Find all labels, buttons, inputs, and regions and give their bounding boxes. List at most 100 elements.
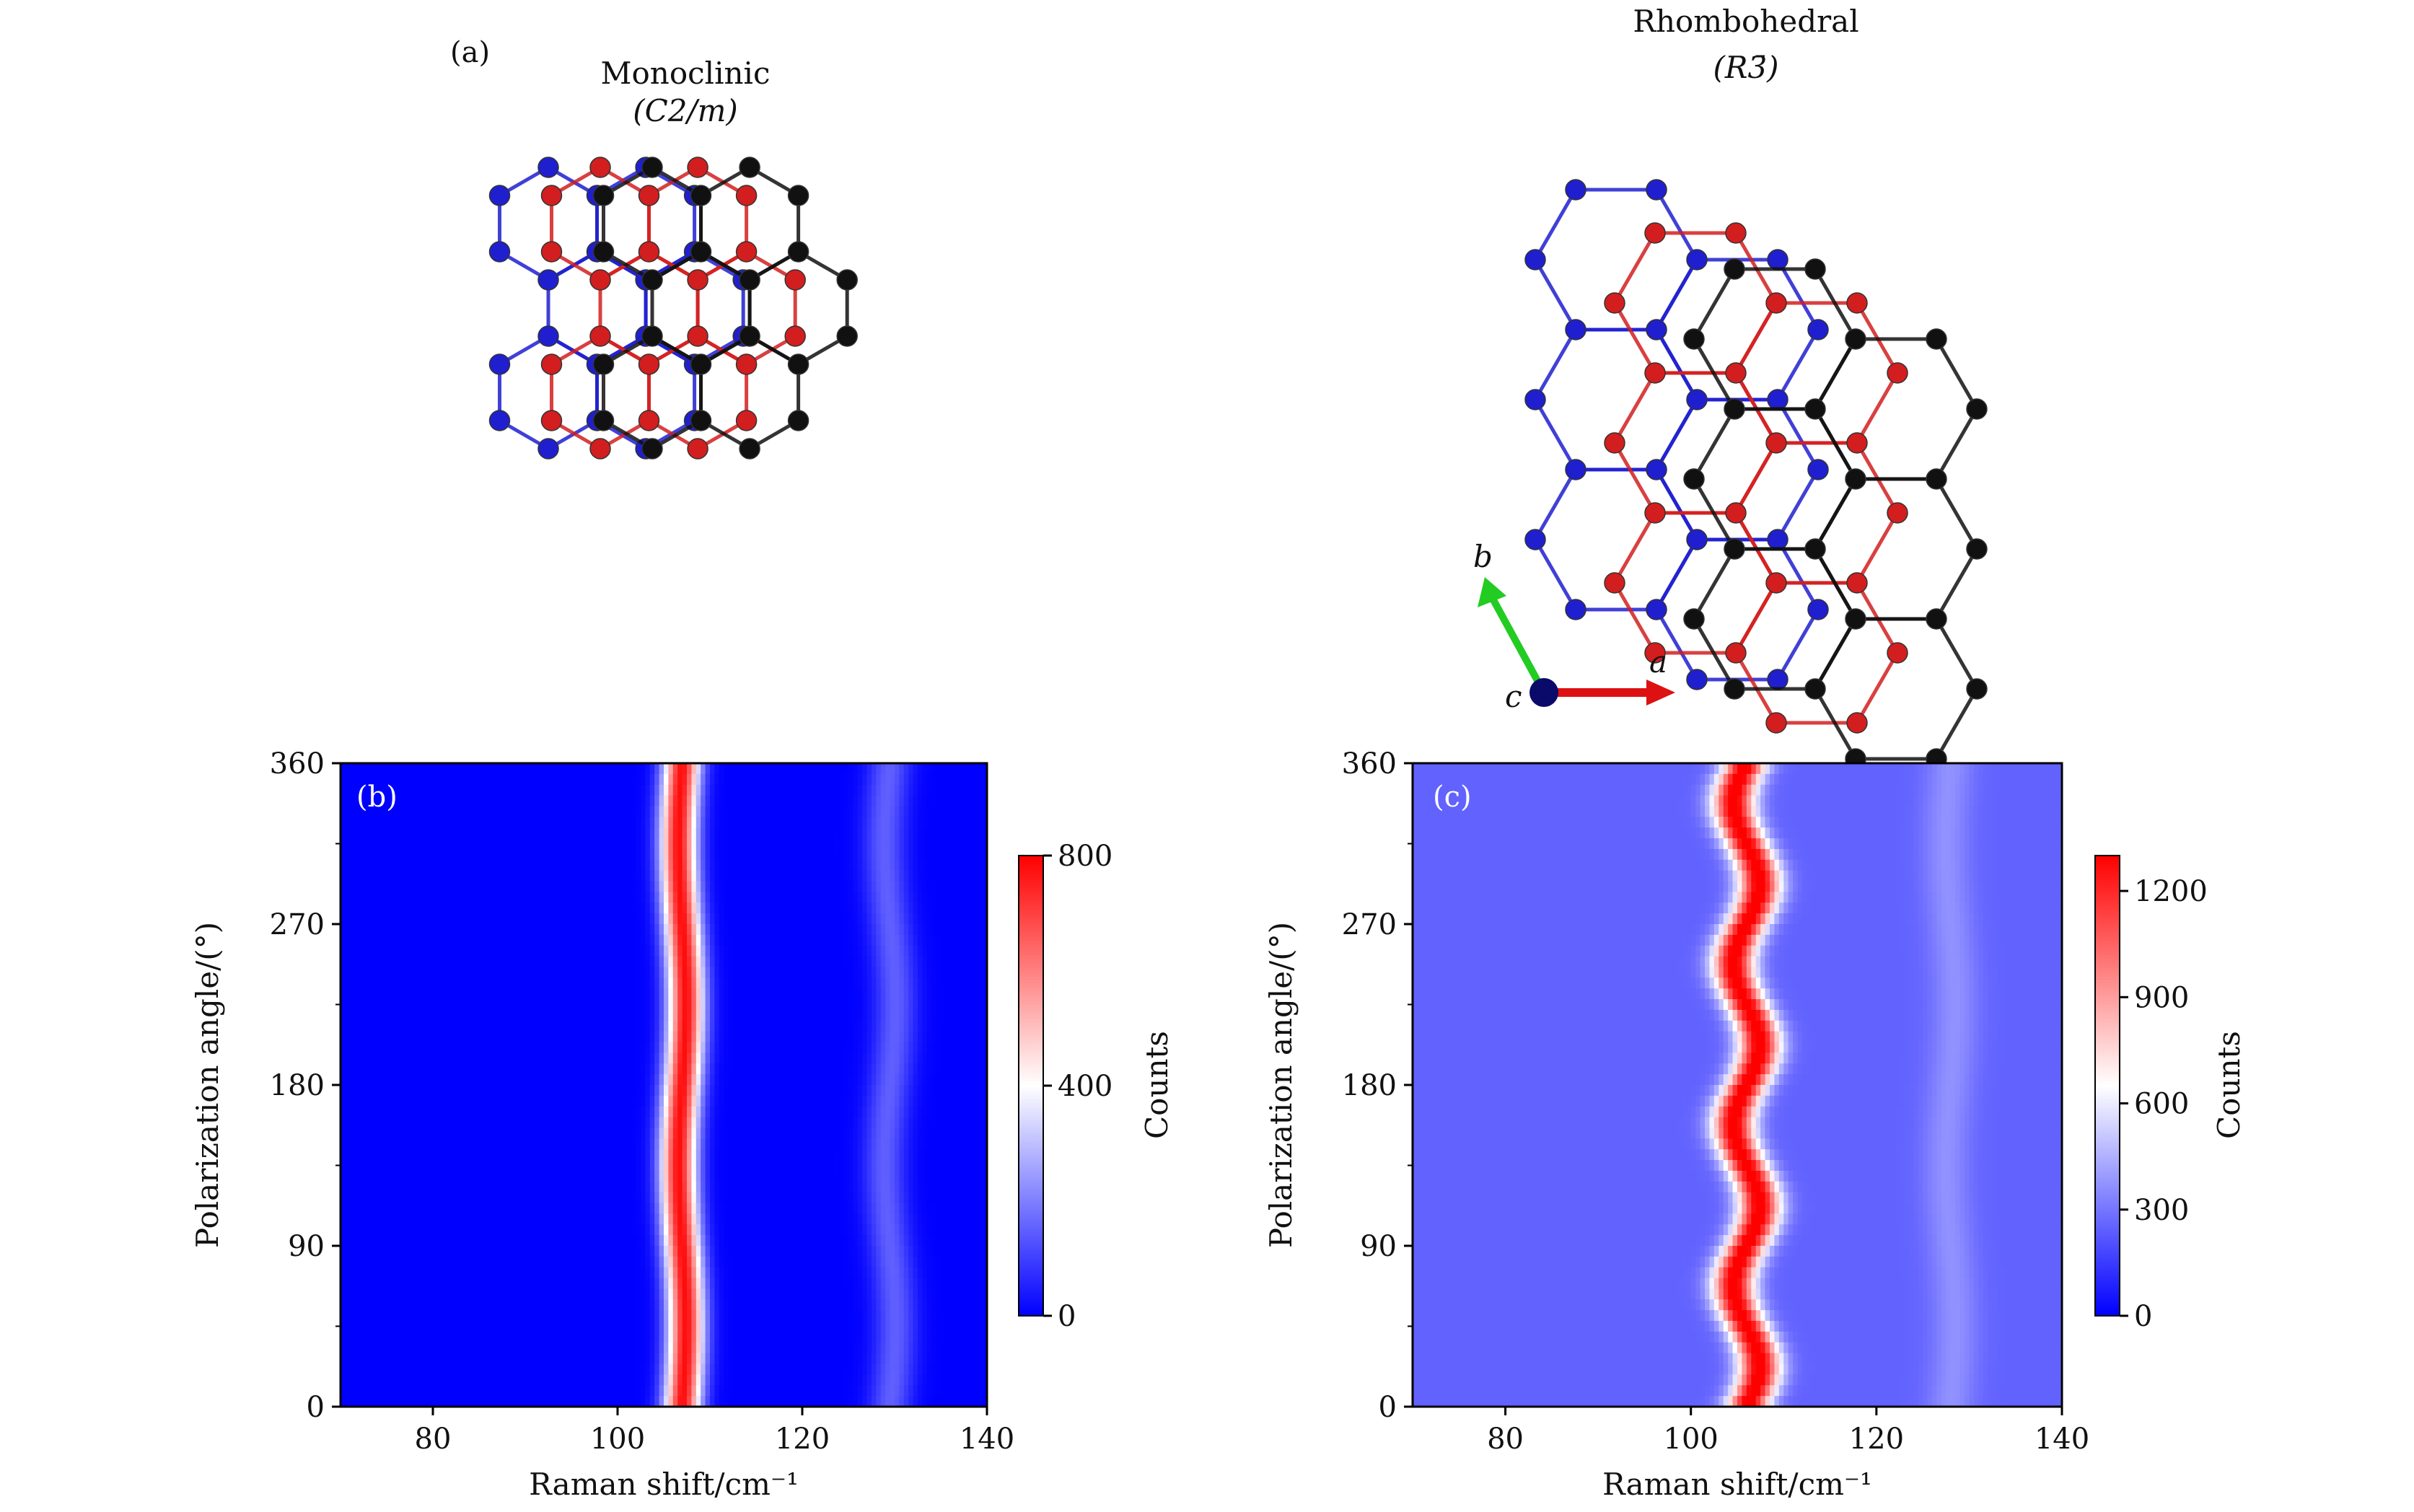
heatmap-cell bbox=[571, 902, 576, 914]
atom bbox=[1926, 608, 1947, 630]
heatmap-cell bbox=[603, 763, 609, 775]
heatmap-cell bbox=[872, 999, 877, 1011]
heatmap-cell bbox=[687, 859, 692, 871]
heatmap-cell bbox=[756, 1074, 761, 1086]
heatmap-cell bbox=[760, 806, 766, 817]
heatmap-cell bbox=[816, 934, 822, 946]
heatmap-cell bbox=[903, 892, 909, 903]
atom bbox=[1845, 328, 1866, 350]
heatmap-cell bbox=[834, 795, 840, 807]
heatmap-cell bbox=[483, 945, 489, 957]
heatmap-cell bbox=[470, 859, 475, 871]
heatmap-cell bbox=[566, 859, 572, 871]
heatmap-cell bbox=[751, 967, 757, 978]
heatmap-cell bbox=[774, 859, 780, 871]
heatmap-cell bbox=[557, 1095, 563, 1107]
heatmap-cell bbox=[433, 934, 438, 946]
heatmap-cell bbox=[368, 1063, 374, 1075]
heatmap-cell bbox=[631, 892, 637, 903]
heatmap-cell bbox=[926, 1009, 932, 1021]
heatmap-cell bbox=[520, 881, 526, 892]
bond bbox=[1654, 188, 1699, 261]
heatmap-cell bbox=[474, 763, 480, 775]
heatmap-cell bbox=[968, 827, 974, 839]
heatmap-cell bbox=[918, 902, 923, 914]
heatmap-cell bbox=[649, 977, 655, 989]
atom bbox=[735, 185, 758, 206]
heatmap-cell bbox=[493, 1020, 499, 1032]
heatmap-cell bbox=[585, 1042, 591, 1053]
heatmap-cell bbox=[866, 1009, 872, 1021]
heatmap-cell bbox=[649, 999, 655, 1011]
heatmap-cell bbox=[848, 838, 853, 850]
heatmap-cell bbox=[765, 848, 771, 861]
heatmap-cell bbox=[645, 881, 651, 892]
heatmap-cell bbox=[543, 924, 549, 936]
heatmap-cell bbox=[437, 902, 443, 914]
heatmap-cell bbox=[765, 956, 771, 968]
heatmap-cell bbox=[483, 859, 489, 871]
heatmap-cell bbox=[853, 1106, 859, 1118]
heatmap-cell bbox=[737, 1042, 743, 1053]
heatmap-cell bbox=[830, 1074, 835, 1086]
heatmap-cell bbox=[765, 1085, 771, 1096]
heatmap-cell bbox=[599, 945, 605, 957]
heatmap-cell bbox=[618, 1063, 623, 1075]
heatmap-cell bbox=[451, 1042, 457, 1053]
heatmap-cell bbox=[405, 848, 411, 861]
heatmap-cell bbox=[913, 945, 918, 957]
heatmap-cell bbox=[562, 881, 568, 892]
heatmap-cell bbox=[368, 795, 374, 807]
heatmap-cell bbox=[737, 859, 743, 871]
heatmap-cell bbox=[341, 838, 346, 850]
heatmap-cell bbox=[345, 924, 351, 936]
heatmap-cell bbox=[714, 913, 720, 925]
heatmap-cell bbox=[354, 945, 360, 957]
heatmap-cell bbox=[872, 817, 877, 828]
heatmap-cell bbox=[691, 784, 697, 796]
heatmap-cell bbox=[724, 945, 729, 957]
heatmap-cell bbox=[982, 945, 988, 957]
heatmap-cell bbox=[834, 1085, 840, 1096]
heatmap-cell bbox=[945, 1042, 951, 1053]
heatmap-cell bbox=[405, 1074, 411, 1086]
heatmap-cell bbox=[949, 1063, 955, 1075]
heatmap-cell bbox=[899, 977, 905, 989]
heatmap-cell bbox=[926, 817, 932, 828]
heatmap-cell bbox=[677, 848, 683, 861]
heatmap-cell bbox=[857, 817, 863, 828]
heatmap-cell bbox=[788, 924, 794, 936]
heatmap-cell bbox=[770, 817, 776, 828]
heatmap-cell bbox=[433, 1063, 438, 1075]
heatmap-cell bbox=[784, 1085, 789, 1096]
heatmap-cell bbox=[737, 795, 743, 807]
heatmap-cell bbox=[631, 956, 637, 968]
heatmap-cell bbox=[497, 881, 503, 892]
heatmap-cell bbox=[964, 838, 969, 850]
heatmap-cell bbox=[668, 892, 674, 903]
heatmap-cell bbox=[543, 956, 549, 968]
atom bbox=[1807, 599, 1829, 620]
heatmap-cell bbox=[414, 913, 420, 925]
heatmap-cell bbox=[460, 838, 466, 850]
heatmap-cell bbox=[530, 1106, 535, 1118]
heatmap-cell bbox=[442, 827, 447, 839]
heatmap-cell bbox=[576, 817, 581, 828]
heatmap-cell bbox=[349, 859, 355, 871]
heatmap-cell bbox=[664, 988, 669, 1000]
heatmap-cell bbox=[599, 934, 605, 946]
heatmap-cell bbox=[820, 1106, 826, 1118]
heatmap-cell bbox=[414, 838, 420, 850]
heatmap-cell bbox=[839, 859, 845, 871]
heatmap-cell bbox=[695, 977, 701, 989]
heatmap-cell bbox=[368, 784, 374, 796]
heatmap-cell bbox=[400, 1106, 406, 1118]
heatmap-cell bbox=[664, 913, 669, 925]
heatmap-cell bbox=[866, 881, 872, 892]
heatmap-cell bbox=[682, 977, 688, 989]
heatmap-cell bbox=[779, 988, 784, 1000]
heatmap-cell bbox=[733, 1063, 738, 1075]
heatmap-cell bbox=[834, 870, 840, 882]
heatmap-cell bbox=[497, 1009, 503, 1021]
